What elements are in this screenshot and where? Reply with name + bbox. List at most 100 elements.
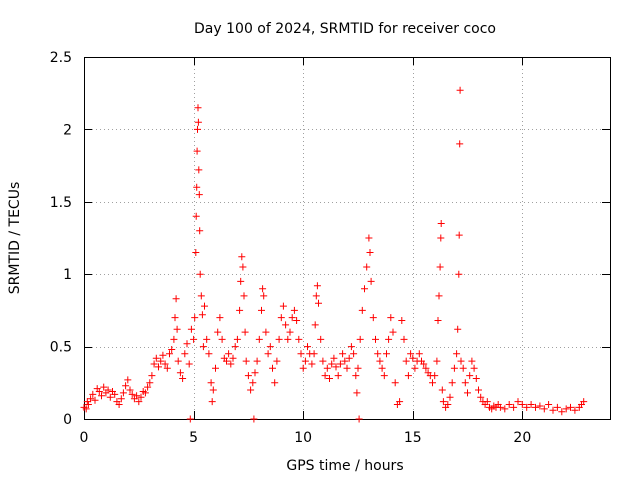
data-point <box>358 306 366 314</box>
data-point <box>378 364 386 372</box>
data-point <box>275 335 283 343</box>
data-point <box>223 357 230 365</box>
data-point <box>82 405 90 413</box>
data-points-layer <box>80 86 588 423</box>
data-point <box>446 393 454 401</box>
data-point <box>450 364 458 372</box>
data-point <box>456 86 464 94</box>
data-point <box>553 403 561 411</box>
data-point <box>183 340 191 348</box>
data-point <box>282 321 290 329</box>
data-point <box>459 364 467 372</box>
data-point <box>505 401 513 408</box>
y-tick-label: 2 <box>63 122 72 138</box>
data-point <box>250 415 258 423</box>
data-point <box>209 386 217 394</box>
data-point <box>98 392 105 400</box>
data-point <box>190 335 198 343</box>
data-point <box>356 335 364 343</box>
data-point <box>100 383 108 391</box>
data-point <box>170 335 178 343</box>
data-point <box>201 302 208 310</box>
data-point <box>580 398 588 406</box>
data-point <box>172 295 180 303</box>
data-point <box>523 403 531 411</box>
data-point <box>199 343 207 351</box>
data-point <box>434 317 442 324</box>
data-point <box>216 314 224 322</box>
data-point <box>345 354 353 362</box>
data-point <box>453 350 461 358</box>
data-point <box>269 364 276 372</box>
data-point <box>214 328 222 336</box>
data-point <box>191 314 199 322</box>
data-point <box>456 140 464 148</box>
plot-frame <box>84 57 611 420</box>
data-point <box>238 253 246 261</box>
data-point <box>193 183 201 191</box>
x-axis-label: GPS time / hours <box>286 458 403 474</box>
data-point <box>545 401 553 408</box>
data-point <box>402 357 410 365</box>
data-point <box>317 335 325 343</box>
data-point <box>420 360 428 368</box>
data-point <box>558 408 566 416</box>
data-point <box>260 292 268 300</box>
data-point <box>249 379 257 387</box>
data-point <box>470 364 478 372</box>
data-point <box>148 372 156 380</box>
data-point <box>253 357 261 365</box>
data-point <box>241 328 249 336</box>
data-point <box>385 335 393 343</box>
data-point <box>431 372 439 380</box>
data-point <box>299 364 307 372</box>
data-point <box>203 335 211 343</box>
x-tick-label: 15 <box>404 430 422 446</box>
data-point <box>361 285 368 293</box>
data-point <box>571 406 579 414</box>
data-point <box>247 386 255 394</box>
data-point <box>400 335 408 343</box>
data-point <box>194 104 202 112</box>
data-point <box>464 389 471 397</box>
data-point <box>262 328 270 336</box>
data-point <box>330 354 338 362</box>
data-point <box>284 335 292 343</box>
data-point <box>438 386 446 394</box>
data-point <box>407 350 415 358</box>
x-tick-label: 0 <box>80 430 89 446</box>
data-point <box>297 350 305 358</box>
data-point <box>83 398 91 406</box>
data-point <box>415 350 423 358</box>
data-point <box>518 401 526 408</box>
y-tick-label: 0 <box>63 412 72 428</box>
data-point <box>444 401 452 408</box>
data-point <box>87 395 95 403</box>
data-point <box>106 393 114 401</box>
data-point <box>501 405 509 413</box>
data-point <box>146 379 154 387</box>
data-point <box>192 212 200 220</box>
data-point <box>152 354 160 362</box>
data-point <box>242 357 250 365</box>
data-point <box>174 357 182 365</box>
data-point <box>433 357 441 365</box>
data-point <box>376 357 384 365</box>
data-point <box>475 386 482 394</box>
data-point <box>367 277 375 285</box>
data-point <box>308 360 316 368</box>
data-point <box>144 383 152 391</box>
data-point <box>365 234 373 242</box>
y-tick-label: 0.5 <box>50 340 72 356</box>
x-tick-label: 5 <box>189 430 198 446</box>
data-point <box>366 249 374 256</box>
data-point <box>310 350 318 358</box>
data-point <box>536 402 544 410</box>
data-point <box>150 360 158 368</box>
data-point <box>369 314 377 322</box>
data-point <box>466 372 474 380</box>
data-point <box>84 401 92 408</box>
data-point <box>336 360 344 368</box>
data-point <box>448 379 456 387</box>
